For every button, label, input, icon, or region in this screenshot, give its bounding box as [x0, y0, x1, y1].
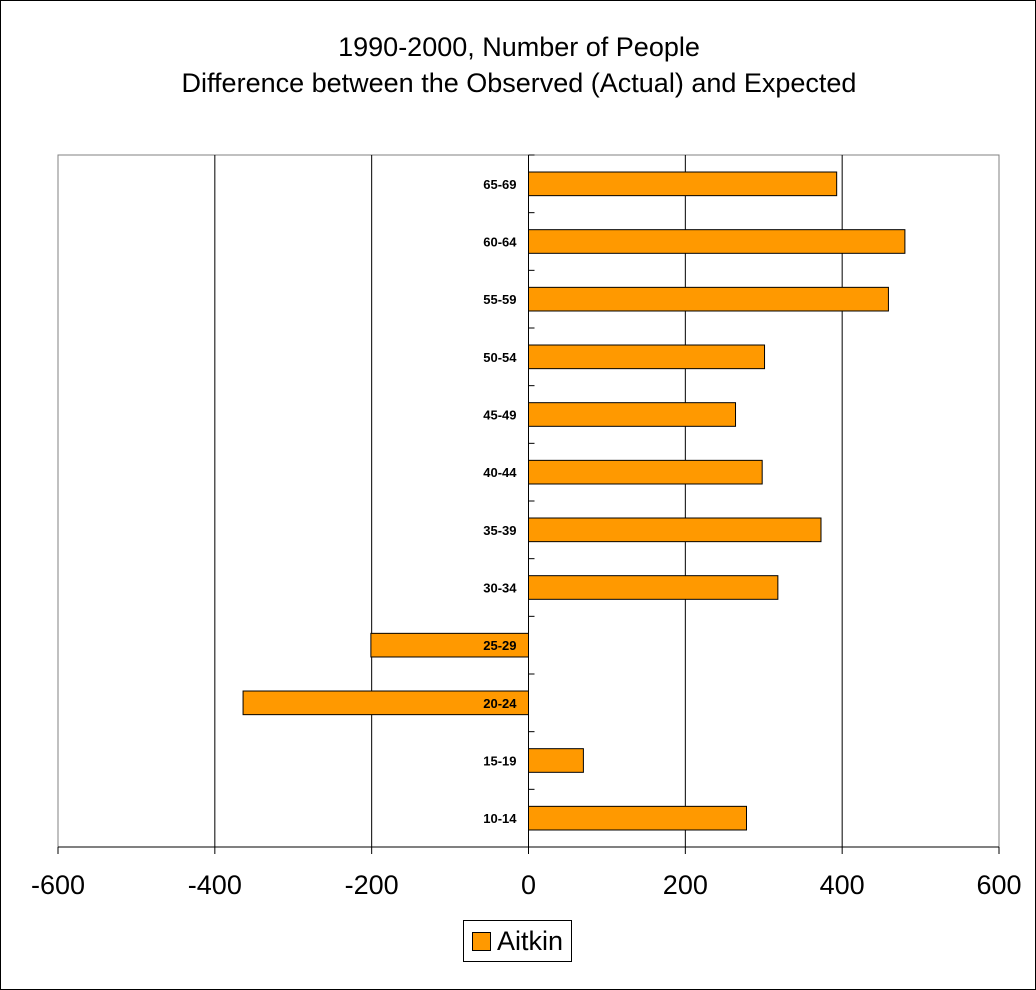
bar-65-69 — [528, 171, 838, 197]
chart-title-line-2: Difference between the Observed (Actual)… — [181, 68, 857, 98]
category-label-60-64: 60-64 — [483, 235, 517, 250]
legend-swatch-aitkin — [472, 931, 491, 951]
bar-15-19 — [528, 748, 584, 773]
bar-60-64 — [528, 229, 906, 254]
bar-45-49 — [528, 402, 737, 427]
bar-55-59 — [528, 286, 889, 312]
category-label-10-14: 10-14 — [483, 811, 517, 826]
x-tick-label: 600 — [976, 870, 1021, 900]
category-label-40-44: 40-44 — [483, 465, 517, 480]
category-label-20-24: 20-24 — [483, 696, 517, 711]
bar-30-34 — [528, 575, 779, 600]
x-tick-label: 200 — [663, 870, 708, 900]
bar-35-39 — [528, 517, 822, 543]
bar-50-54 — [528, 344, 766, 370]
category-label-25-29: 25-29 — [483, 638, 516, 653]
legend: Aitkin — [463, 920, 573, 962]
bar-40-44 — [528, 459, 763, 485]
x-tick-label: 0 — [521, 870, 536, 900]
chart-title: 1990-2000, Number of People Difference b… — [1, 29, 1036, 101]
chart-title-line-1: 1990-2000, Number of People — [338, 32, 700, 62]
category-label-30-34: 30-34 — [483, 581, 517, 596]
category-label-35-39: 35-39 — [483, 523, 516, 538]
x-tick-label: -600 — [31, 870, 85, 900]
x-tick-label: -200 — [345, 870, 399, 900]
legend-label-aitkin: Aitkin — [497, 925, 564, 956]
x-tick-label: -400 — [188, 870, 242, 900]
x-tick-label: 400 — [820, 870, 865, 900]
category-label-45-49: 45-49 — [483, 408, 516, 423]
bar-10-14 — [528, 805, 747, 831]
category-label-55-59: 55-59 — [483, 292, 516, 307]
category-label-65-69: 65-69 — [483, 177, 516, 192]
category-label-15-19: 15-19 — [483, 754, 516, 769]
category-label-50-54: 50-54 — [483, 350, 517, 365]
